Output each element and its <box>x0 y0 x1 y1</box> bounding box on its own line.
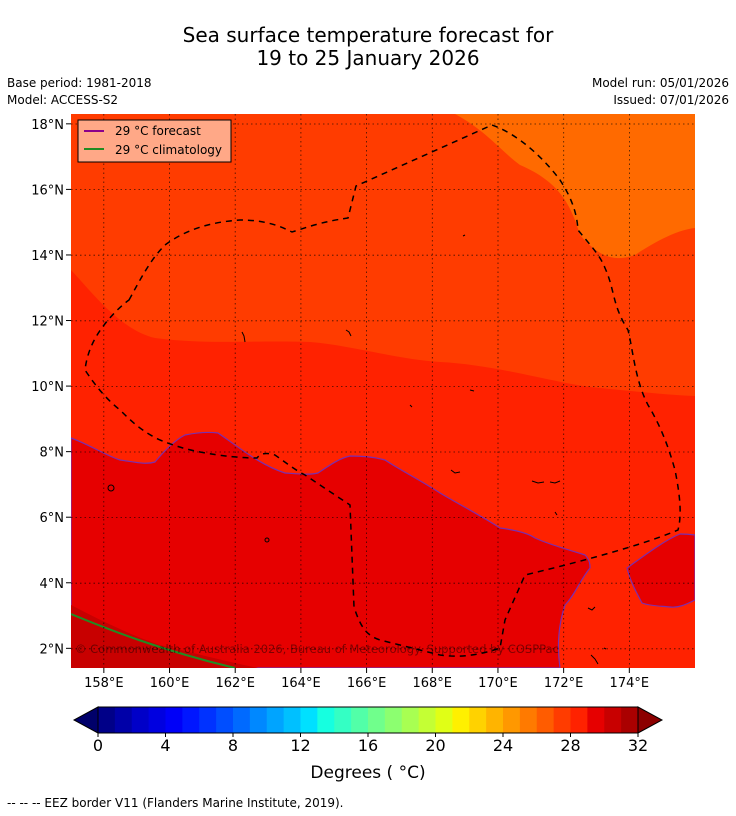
title-line-1: Sea surface temperature forecast for <box>182 23 554 47</box>
lat-tick-label: 2°N <box>40 642 65 657</box>
lat-axis: 2°N 4°N 6°N 8°N 10°N 12°N 14°N 16°N 18°N <box>31 118 71 657</box>
colorbar-segment <box>621 707 639 733</box>
lon-tick-label: 172°E <box>544 676 584 691</box>
colorbar-segment <box>418 707 436 733</box>
issued-date: Issued: 07/01/2026 <box>613 93 729 107</box>
zone-31c <box>71 605 258 668</box>
colorbar-tick-label: 16 <box>358 736 378 755</box>
zone-27c <box>455 114 695 259</box>
colorbar-segment <box>334 707 352 733</box>
colorbar-tick-label: 28 <box>560 736 580 755</box>
colorbar-segment <box>452 707 470 733</box>
lat-tick-label: 8°N <box>40 446 65 461</box>
sst-field <box>71 114 695 668</box>
eez-border <box>84 124 681 657</box>
model-run: Model run: 05/01/2026 <box>591 76 729 90</box>
colorbar-over-arrow <box>637 706 664 734</box>
lon-tick-label: 170°E <box>478 676 518 691</box>
colorbar-segment <box>266 707 285 733</box>
colorbar-segment <box>384 707 403 733</box>
lat-tick-label: 12°N <box>31 315 64 330</box>
map-legend: 29 °C forecast 29 °C climatology <box>77 119 232 163</box>
colorbar-segment <box>519 707 538 733</box>
colorbar-segment <box>536 707 555 733</box>
title-line-2: 19 to 25 January 2026 <box>256 46 480 70</box>
colorbar-tick-label: 0 <box>93 736 103 755</box>
colorbar-segment <box>469 707 487 733</box>
colorbar-segment <box>351 707 369 733</box>
colorbar-tick-label: 20 <box>425 736 445 755</box>
colorbar-segment <box>233 707 251 733</box>
colorbar-segment <box>604 707 622 733</box>
colorbar-segment <box>216 707 234 733</box>
colorbar-segment <box>553 707 571 733</box>
colorbar-segment <box>401 707 420 733</box>
colorbar-segment <box>148 707 166 733</box>
sst-map: © Commonwealth of Australia 2026, Bureau… <box>31 114 695 755</box>
colorbar-tick-label: 32 <box>628 736 648 755</box>
colorbar-segment <box>503 707 521 733</box>
lon-tick-label: 166°E <box>347 676 387 691</box>
lon-tick-label: 162°E <box>215 676 255 691</box>
lat-tick-label: 6°N <box>40 511 65 526</box>
colorbar-segment <box>300 707 318 733</box>
colorbar-label: Degrees ( °C) <box>310 763 426 783</box>
colorbar-tick-label: 8 <box>228 736 238 755</box>
colorbar-segment <box>249 707 268 733</box>
lat-tick-label: 18°N <box>31 118 64 133</box>
colorbar-under-arrow <box>72 706 99 734</box>
climatology-29c-line <box>71 613 236 668</box>
lat-tick-label: 10°N <box>31 380 64 395</box>
lon-tick-label: 160°E <box>150 676 190 691</box>
model-name: Model: ACCESS-S2 <box>7 93 119 107</box>
colorbar-segment <box>435 707 453 733</box>
lon-axis: 158°E 160°E 162°E 164°E 166°E 168°E 170°E 172°E… <box>84 668 649 691</box>
colorbar-segment <box>199 707 217 733</box>
zone-30c <box>71 431 591 668</box>
colorbar-segment <box>317 707 335 733</box>
islands <box>107 234 607 665</box>
lat-tick-label: 14°N <box>31 249 64 264</box>
colorbar-tick-label: 4 <box>160 736 170 755</box>
colorbar-segment <box>131 707 150 733</box>
eez-note: -- -- -- EEZ border V11 (Flanders Marine… <box>7 796 344 810</box>
colorbar-segment <box>182 707 200 733</box>
colorbar-tick-label: 12 <box>290 736 310 755</box>
colorbar-segment <box>486 707 504 733</box>
colorbar-tick-label: 24 <box>493 736 513 755</box>
lon-tick-label: 158°E <box>84 676 124 691</box>
lon-tick-label: 164°E <box>281 676 321 691</box>
lat-tick-label: 16°N <box>31 183 64 198</box>
legend-climatology-label: 29 °C climatology <box>115 143 222 157</box>
base-period: Base period: 1981-2018 <box>7 76 152 90</box>
colorbar-segment <box>283 707 301 733</box>
colorbar-segment <box>165 707 183 733</box>
lon-tick-label: 174°E <box>610 676 650 691</box>
colorbar: 0 4 8 12 16 20 24 28 32 <box>72 706 664 755</box>
lat-tick-label: 4°N <box>40 577 65 592</box>
colorbar-segment <box>570 707 588 733</box>
colorbar-segment <box>368 707 386 733</box>
zone-30c-east <box>626 533 695 608</box>
legend-forecast-label: 29 °C forecast <box>115 124 201 138</box>
colorbar-segment <box>98 707 116 733</box>
colorbar-segment <box>114 707 133 733</box>
copyright-text: © Commonwealth of Australia 2026, Bureau… <box>75 642 559 656</box>
colorbar-segment <box>587 707 605 733</box>
lon-tick-label: 168°E <box>412 676 452 691</box>
